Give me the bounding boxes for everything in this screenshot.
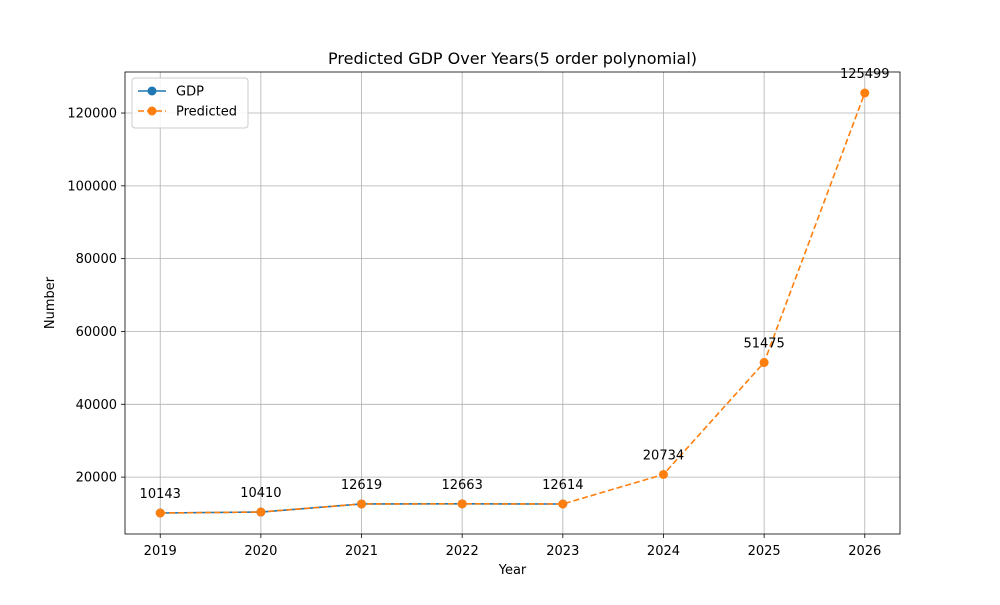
series-layer [155,88,870,518]
series-point-predicted [759,358,769,368]
ticks-layer: 2019 2020 2021 2022 2023 2024 2025 2026 20000 400… [67,107,881,559]
legend: GDP Predicted [131,77,249,129]
legend-marker-gdp [147,86,157,96]
series-point-predicted [357,499,367,509]
legend-label-gdp: GDP [176,85,204,100]
x-tick-label: 2024 [647,544,680,559]
data-label: 125499 [840,67,890,82]
series-point-predicted [658,469,668,479]
y-tick-label: 20000 [76,471,117,486]
data-label: 12614 [542,478,583,493]
data-label: 20734 [643,448,684,463]
data-label: 12619 [341,478,382,493]
series-point-predicted [457,499,467,509]
x-tick-label: 2019 [144,544,177,559]
series-point-predicted [558,499,568,509]
y-tick-label: 120000 [67,107,117,122]
series-point-predicted [155,508,165,518]
data-label: 10410 [240,486,281,501]
x-tick-label: 2026 [848,544,881,559]
x-axis-label: Year [498,563,527,578]
grid-layer [125,72,900,534]
x-tick-label: 2021 [345,544,378,559]
x-tick-label: 2023 [546,544,579,559]
series-point-predicted [256,507,266,517]
x-tick-label: 2022 [446,544,479,559]
legend-label-predicted: Predicted [176,105,237,120]
plot-frame [124,71,901,535]
x-tick-label: 2025 [748,544,781,559]
data-label: 51475 [743,337,784,352]
y-tick-label: 80000 [76,252,117,267]
legend-marker-predicted [147,106,157,116]
chart-title: Predicted GDP Over Years(5 order polynom… [328,49,697,68]
data-label: 10143 [140,487,181,502]
series-line-predicted [160,92,866,514]
data-labels-layer: 10143 10410 12619 12663 12614 20734 51475 12549… [140,67,890,502]
series-point-predicted [860,88,870,98]
y-tick-label: 60000 [76,325,117,340]
y-tick-label: 100000 [67,179,117,194]
x-tick-label: 2020 [244,544,277,559]
y-tick-label: 40000 [76,398,117,413]
data-label: 12663 [441,478,482,493]
y-axis-label: Number [43,276,58,329]
